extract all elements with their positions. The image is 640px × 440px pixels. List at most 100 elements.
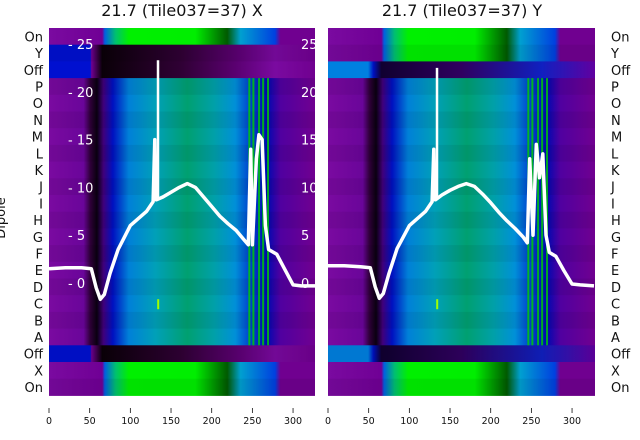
heatmap-row (49, 161, 315, 179)
rfi-stripe (546, 78, 549, 346)
row-label-left: O (33, 97, 43, 112)
rfi-stripe (541, 78, 544, 346)
heatmap-row (49, 328, 315, 346)
row-label-left: Y (34, 47, 43, 62)
heatmap-row (49, 195, 315, 213)
row-label-right: X (611, 364, 620, 379)
row-label-left: Off (24, 348, 44, 363)
y-axis-label: Dipole (0, 197, 9, 238)
heatmap-row-shade (328, 211, 595, 229)
panel-title-y: 21.7 (Tile037=37) Y (382, 1, 543, 20)
heatmap-row (328, 28, 595, 46)
row-label-left: I (39, 197, 43, 212)
heatmap-row (328, 228, 595, 246)
row-label-left: H (33, 214, 43, 229)
heatmap-row (328, 161, 595, 179)
x-tick-label: 0 (325, 416, 331, 427)
heatmap-row-shade (328, 144, 595, 163)
row-label-left: Off (24, 64, 44, 79)
heatmap-row (328, 44, 595, 62)
rfi-stripe (537, 78, 540, 346)
rfi-spot (436, 299, 439, 310)
row-label-left: X (34, 364, 43, 379)
inner-y-tick-label: - 10 (68, 181, 93, 196)
heatmap-row (328, 128, 595, 146)
x-tick-label: 300 (284, 416, 302, 427)
heatmap-row (328, 345, 595, 363)
row-label-right: M (611, 131, 622, 146)
row-label-right: E (611, 264, 619, 279)
heatmap-row (49, 362, 315, 380)
x-tick-label: 200 (203, 416, 221, 427)
inner-y-tick-label-right: 10 (301, 181, 318, 196)
inner-y-tick-label: - 20 (68, 86, 93, 101)
row-label-right: Off (611, 348, 631, 363)
row-label-right: B (611, 314, 620, 329)
row-label-left: K (34, 164, 43, 179)
row-label-left: L (36, 147, 44, 162)
row-label-right: J (610, 181, 615, 196)
x-tick-label: 200 (482, 416, 500, 427)
inner-y-tick-label: - 15 (68, 134, 93, 149)
inner-y-tick-label: - 0 (68, 277, 85, 292)
x-tick-label: 150 (162, 416, 180, 427)
heatmap-panel-y (328, 28, 595, 396)
heatmap-row (328, 362, 595, 380)
row-label-left: G (33, 231, 43, 246)
heatmap-row (328, 195, 595, 213)
x-tick-label: 50 (363, 416, 375, 427)
row-label-left: C (34, 298, 43, 313)
heatmap-row-shade (49, 311, 315, 330)
row-label-right: K (611, 164, 620, 179)
heatmap-panel-x (49, 28, 315, 396)
heatmap-row (49, 228, 315, 246)
row-label-right: Y (610, 47, 619, 62)
heatmap-row-shade (328, 278, 595, 296)
row-label-right: L (611, 147, 619, 162)
row-label-right: N (611, 114, 621, 129)
rfi-spot (157, 299, 160, 310)
heatmap-row-shade (49, 278, 315, 296)
row-label-left: D (33, 281, 43, 296)
inner-y-tick-label-right: 25 (301, 38, 318, 53)
row-label-left: J (38, 181, 43, 196)
row-label-left: On (25, 381, 43, 396)
x-tick-label: 250 (243, 416, 261, 427)
row-label-right: G (611, 231, 621, 246)
heatmap-row-shade (49, 111, 315, 129)
panel-title-x: 21.7 (Tile037=37) X (101, 1, 263, 20)
x-tick-label: 150 (441, 416, 459, 427)
row-label-right: I (611, 197, 615, 212)
inner-y-tick-label: - 5 (68, 229, 85, 244)
row-label-right: P (611, 80, 619, 95)
row-label-left: E (35, 264, 43, 279)
heatmap-row (49, 378, 315, 396)
heatmap-row (49, 44, 315, 62)
row-label-right: On (611, 30, 629, 45)
row-label-right: F (611, 247, 618, 262)
heatmap-row (328, 261, 595, 279)
row-label-right: Off (611, 64, 631, 79)
heatmap-row (328, 61, 595, 79)
inner-y-tick-label-right: 20 (301, 86, 318, 101)
heatmap-row-shade (49, 378, 315, 396)
row-label-left: M (32, 131, 43, 146)
x-tick-label: 50 (84, 416, 96, 427)
heatmap-row-shade (328, 78, 595, 96)
heatmap-row (328, 94, 595, 112)
row-label-right: On (611, 381, 629, 396)
spectrum-line-x (48, 133, 315, 302)
row-label-right: D (611, 281, 621, 296)
heatmap-row-shade (328, 345, 595, 363)
heatmap-row-shade (328, 44, 595, 62)
heatmap-row (328, 378, 595, 396)
inner-y-tick-label-right: 0 (301, 277, 309, 292)
x-tick-label: 100 (400, 416, 418, 427)
row-label-right: A (611, 331, 620, 346)
row-label-right: H (611, 214, 621, 229)
heatmap-row-shade (328, 311, 595, 330)
row-label-left: P (35, 80, 43, 95)
row-label-left: B (34, 314, 43, 329)
heatmap-row (49, 261, 315, 279)
